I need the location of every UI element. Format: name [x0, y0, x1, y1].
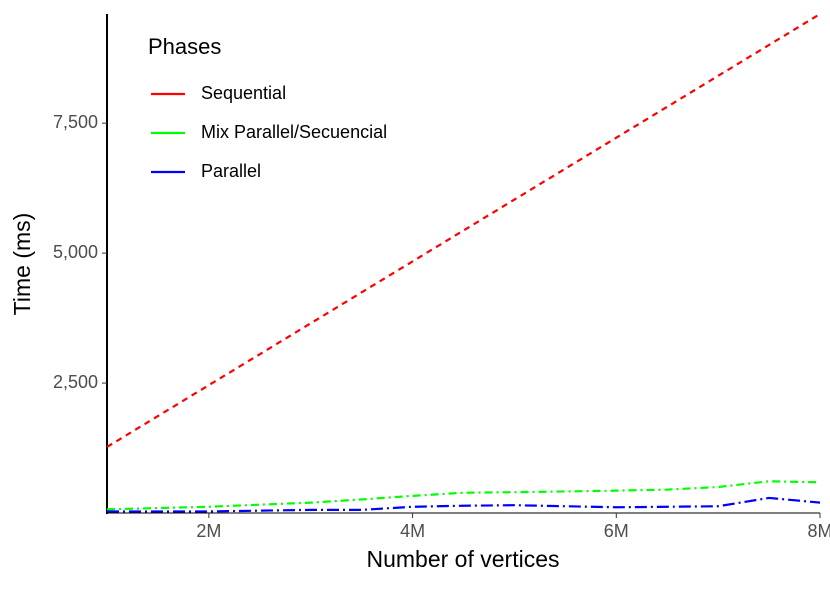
y-tick-label: 2,500: [53, 372, 98, 392]
y-axis-title: Time (ms): [9, 213, 35, 316]
x-axis-title: Number of vertices: [366, 546, 559, 572]
data-line: [106, 480, 821, 511]
legend-label: Mix Parallel/Secuencial: [201, 122, 387, 142]
legend-title: Phases: [148, 34, 221, 59]
y-tick-label: 7,500: [53, 112, 98, 132]
data-line: [106, 13, 821, 448]
y-tick-label: 5,000: [53, 242, 98, 262]
x-tick-label: 8M: [807, 521, 830, 541]
legend-label: Sequential: [201, 83, 286, 103]
legend-label: Parallel: [201, 161, 261, 181]
x-tick-label: 2M: [196, 521, 221, 541]
data-line: [107, 496, 821, 513]
x-tick-label: 4M: [400, 521, 425, 541]
x-tick-label: 6M: [604, 521, 629, 541]
